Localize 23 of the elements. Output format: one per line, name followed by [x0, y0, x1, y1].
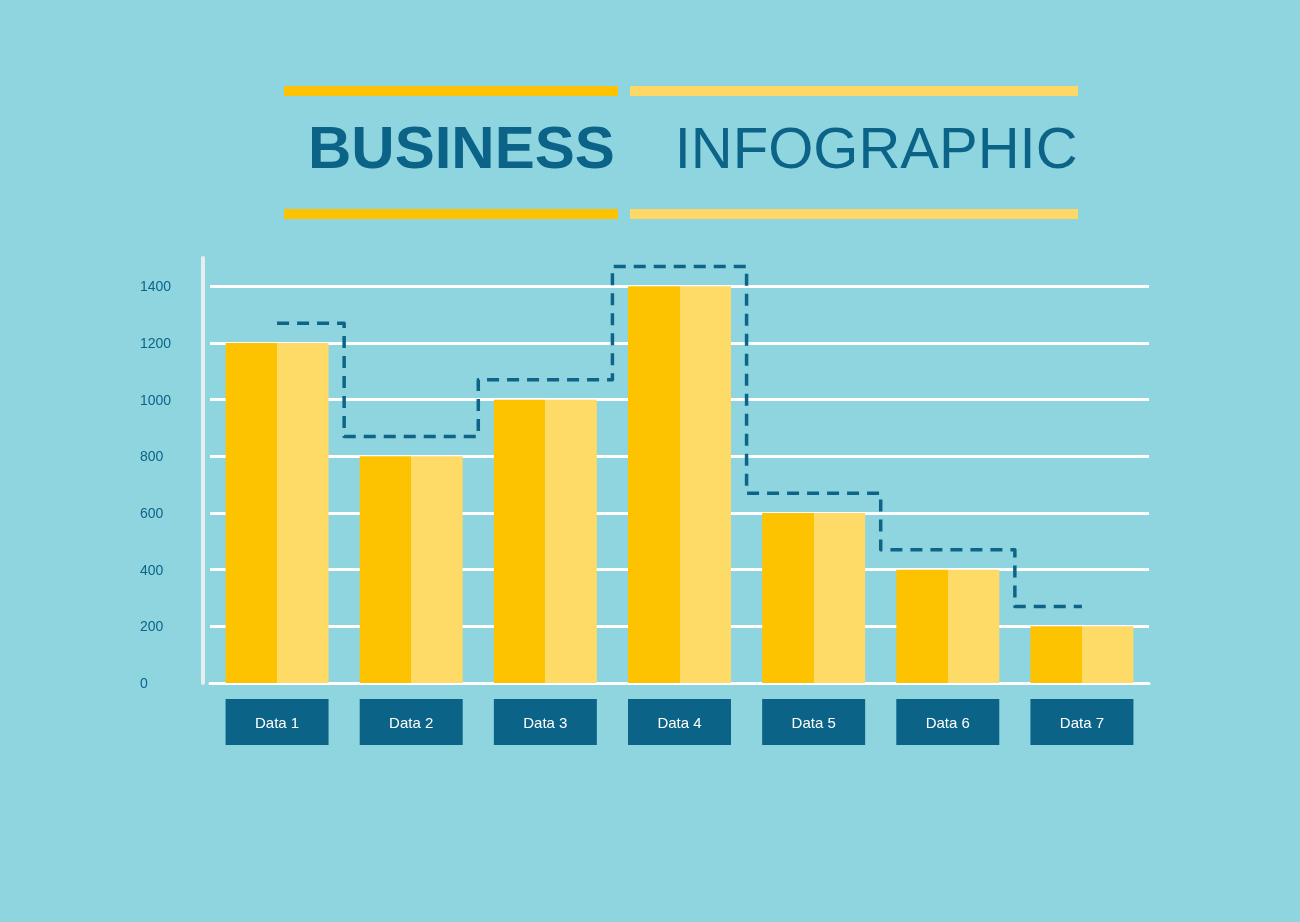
y-tick-label: 1400 [140, 278, 172, 295]
x-tick-label: Data 7 [1059, 713, 1105, 731]
y-tick-label: 0 [140, 675, 148, 691]
bar [896, 569, 1000, 683]
bar [1030, 626, 1134, 683]
x-tick-label: Data 6 [925, 713, 970, 731]
bar [493, 399, 597, 683]
x-tick-label: Data 1 [254, 713, 300, 731]
y-tick-label: 400 [140, 561, 164, 578]
y-tick-label: 200 [140, 618, 164, 635]
bar [628, 286, 731, 683]
y-tick-label: 800 [140, 448, 164, 465]
x-tick-label: Data 4 [657, 713, 702, 731]
bar [762, 513, 866, 683]
x-tick-label: Data 3 [523, 713, 568, 731]
bar [225, 343, 329, 683]
bar [359, 456, 463, 683]
y-tick-label: 600 [140, 505, 164, 521]
y-tick-label: 1000 [140, 391, 172, 408]
x-tick-label: Data 2 [389, 713, 434, 731]
x-tick-label: Data 5 [791, 713, 836, 731]
y-tick-label: 1200 [140, 335, 172, 351]
chart-title: BUSINESS INFOGRAPHIC [308, 113, 1078, 181]
